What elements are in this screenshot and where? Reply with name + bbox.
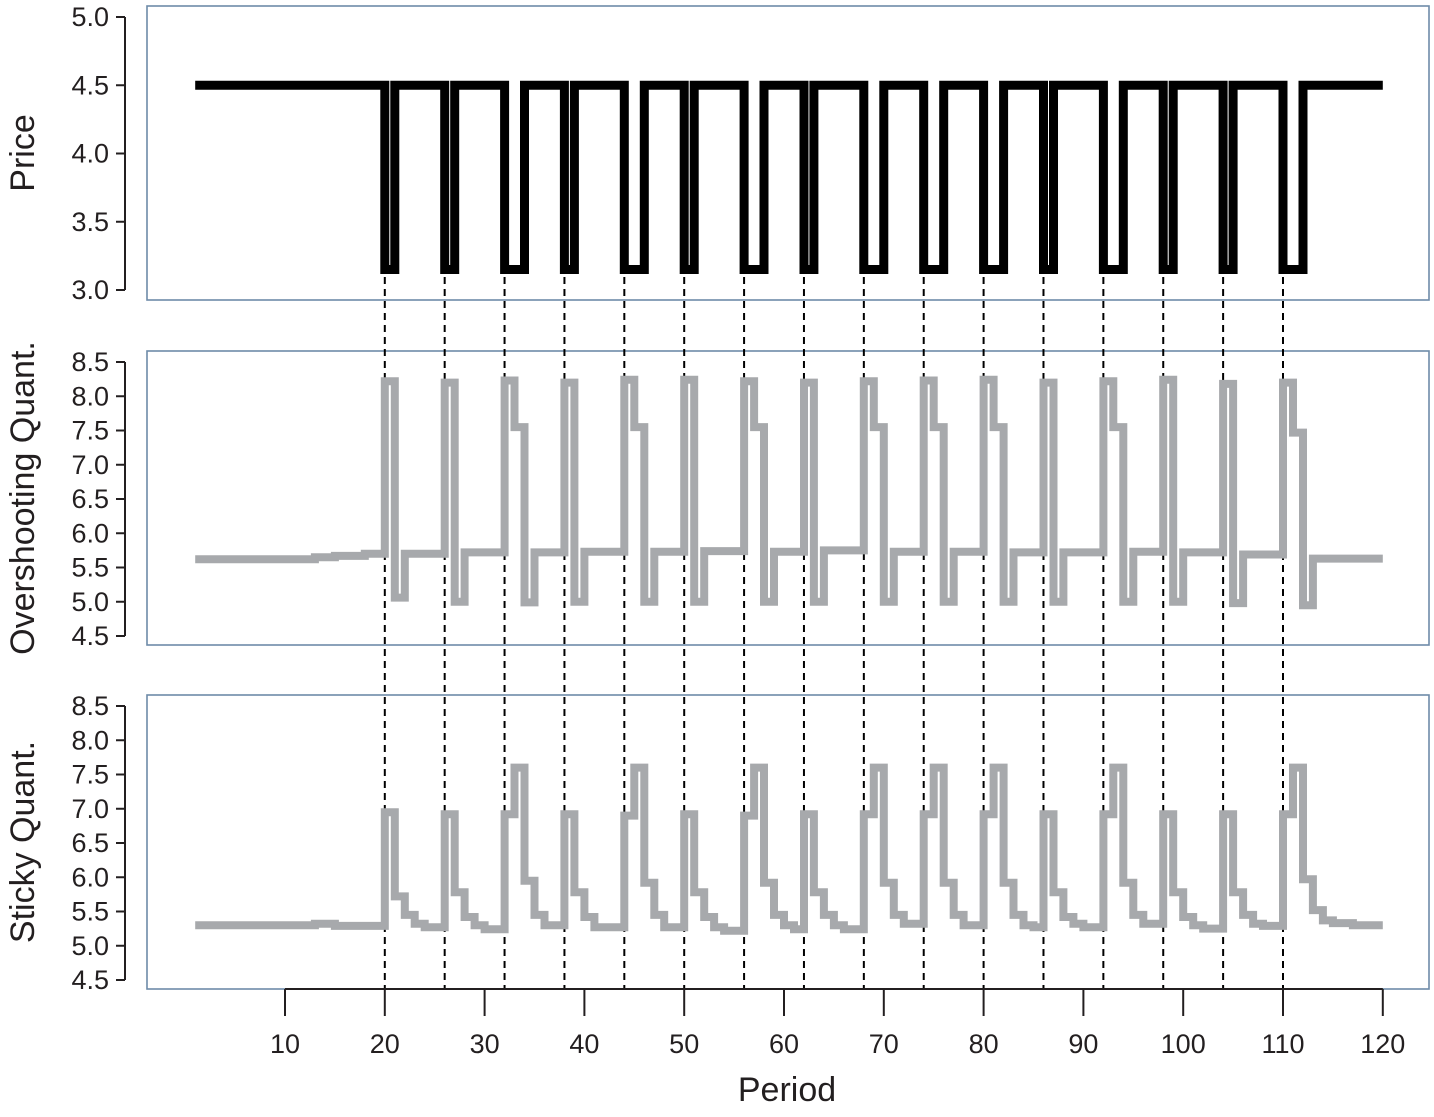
y-tick-label-sticky-2: 5.5 <box>71 897 109 927</box>
x-tick-label-2: 30 <box>470 1029 500 1059</box>
series-line-price-0 <box>195 80 1383 274</box>
y-tick-label-overshooting-5: 7.0 <box>71 450 109 480</box>
price-change-lines <box>383 85 1284 989</box>
y-tick-label-sticky-5: 7.0 <box>71 794 109 824</box>
x-tick-label-5: 60 <box>769 1029 799 1059</box>
panel-frame-price <box>146 5 1430 301</box>
y-tick-label-sticky-3: 6.0 <box>71 862 109 892</box>
y-tick-label-overshooting-8: 8.5 <box>71 347 109 377</box>
y-tick-label-overshooting-2: 5.5 <box>71 553 109 583</box>
y-tick-label-price-0: 3.0 <box>71 275 109 305</box>
y-tick-label-overshooting-1: 5.0 <box>71 587 109 617</box>
x-tick-label-11: 120 <box>1360 1029 1405 1059</box>
x-axis-title: Period <box>738 1071 836 1109</box>
y-tick-label-price-4: 5.0 <box>71 2 109 32</box>
y-tick-label-overshooting-6: 7.5 <box>71 416 109 446</box>
x-tick-label-6: 70 <box>869 1029 899 1059</box>
y-tick-label-sticky-7: 8.0 <box>71 725 109 755</box>
y-tick-label-sticky-1: 5.0 <box>71 931 109 961</box>
y-tick-label-price-1: 3.5 <box>71 207 109 237</box>
x-tick-label-7: 80 <box>969 1029 999 1059</box>
x-tick-label-8: 90 <box>1068 1029 1098 1059</box>
y-tick-label-sticky-0: 4.5 <box>71 965 109 995</box>
y-tick-label-sticky-4: 6.5 <box>71 828 109 858</box>
y-axis-title-price: Price <box>4 114 42 191</box>
series-line-sticky-0 <box>195 763 1383 935</box>
axes: 3.0 3.5 4.0 4.5 5.0 Price 4.5 5.0 5.5 6.0 6.5 7.0 7.… <box>4 2 1405 1059</box>
y-tick-label-overshooting-7: 8.0 <box>71 381 109 411</box>
y-axis-title-overshooting: Overshooting Quant. <box>4 341 42 655</box>
x-tick-label-9: 100 <box>1161 1029 1206 1059</box>
series-lines <box>195 80 1383 935</box>
y-tick-label-price-2: 4.0 <box>71 139 109 169</box>
y-tick-label-price-3: 4.5 <box>71 70 109 100</box>
y-tick-label-overshooting-4: 6.5 <box>71 484 109 514</box>
panel-frame-overshooting <box>146 350 1430 646</box>
series-line-overshooting-0 <box>195 375 1383 610</box>
y-tick-label-sticky-8: 8.5 <box>71 691 109 721</box>
x-tick-label-4: 50 <box>669 1029 699 1059</box>
y-tick-label-overshooting-0: 4.5 <box>71 621 109 651</box>
x-tick-label-0: 10 <box>270 1029 300 1059</box>
y-tick-label-sticky-6: 7.5 <box>71 760 109 790</box>
x-tick-label-10: 110 <box>1261 1029 1304 1059</box>
y-tick-label-overshooting-3: 6.0 <box>71 518 109 548</box>
y-axis-title-sticky: Sticky Quant. <box>4 741 42 943</box>
x-tick-label-1: 20 <box>370 1029 400 1059</box>
x-tick-label-3: 40 <box>569 1029 599 1059</box>
